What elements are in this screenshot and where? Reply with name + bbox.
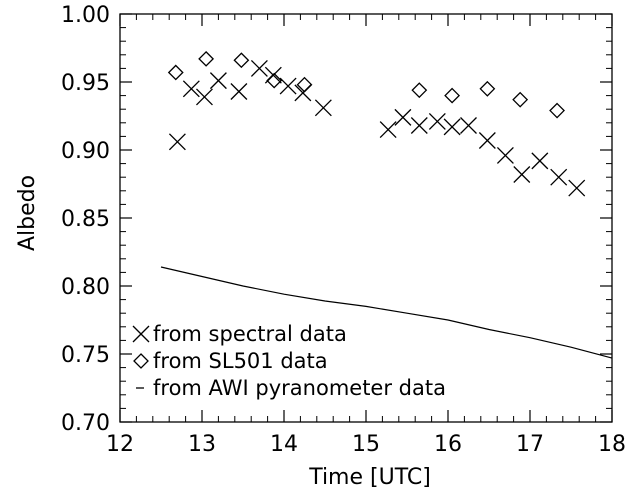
sl501-data-point <box>512 91 529 108</box>
y-tick-label: 0.85 <box>61 207 110 232</box>
y-tick-label: 0.80 <box>61 275 110 300</box>
spectral-data-point <box>279 77 297 95</box>
y-tick-label: 1.00 <box>61 3 110 28</box>
legend-label: from SL501 data <box>153 349 328 373</box>
x-marker-stroke <box>550 168 568 186</box>
spectral-data-point <box>531 152 549 170</box>
x-marker-stroke <box>379 121 397 139</box>
x-marker-stroke <box>478 132 496 149</box>
sl501-data-point <box>296 76 313 93</box>
x-tick-label: 16 <box>434 432 462 457</box>
x-tick-label: 18 <box>598 432 626 457</box>
series-layer <box>160 50 613 359</box>
x-marker-stroke <box>196 88 213 106</box>
spectral-data-point <box>209 72 227 90</box>
spectral-data-point <box>379 121 397 139</box>
spectral-data-point <box>314 99 332 117</box>
x-marker-stroke <box>460 117 477 134</box>
spectral-data-point <box>568 179 586 197</box>
sl501-data-point <box>411 82 428 99</box>
sl501-data-point <box>198 50 215 67</box>
x-tick-label: 12 <box>106 432 134 457</box>
y-tick-label: 0.95 <box>61 71 110 96</box>
x-tick-label: 15 <box>352 432 380 457</box>
spectral-data-point <box>410 117 428 134</box>
x-marker-stroke <box>132 325 150 343</box>
x-marker-stroke <box>513 166 531 183</box>
x-tick-label: 14 <box>270 432 298 457</box>
spectral-data-point <box>168 133 186 151</box>
spectral-data-point <box>182 80 200 98</box>
x-axis-label: Time [UTC] <box>308 465 431 490</box>
x-tick-label: 17 <box>516 432 544 457</box>
spectral-data-point <box>196 88 213 106</box>
sl501-data-point <box>444 87 461 104</box>
spectral-data-point <box>478 132 496 149</box>
x-marker-stroke <box>230 83 248 100</box>
spectral-data-point <box>550 168 568 186</box>
x-marker-stroke <box>443 118 461 136</box>
spectral-data-point <box>443 118 461 136</box>
x-marker-stroke <box>168 133 186 151</box>
x-tick-label: 13 <box>188 432 216 457</box>
y-tick-label: 0.70 <box>61 411 110 436</box>
awi-pyranometer-line <box>160 266 613 359</box>
spectral-data-point <box>394 108 412 126</box>
x-marker-stroke <box>182 80 200 98</box>
x-marker-stroke <box>531 152 549 170</box>
x-marker-stroke <box>410 117 428 134</box>
x-marker-stroke <box>314 99 332 117</box>
x-marker-stroke <box>250 59 268 77</box>
legend-label: from AWI pyranometer data <box>153 376 446 400</box>
x-marker-stroke <box>428 112 446 130</box>
x-marker-stroke <box>394 108 412 126</box>
x-marker-stroke <box>209 72 227 90</box>
y-tick-label: 0.75 <box>61 343 110 368</box>
sl501-data-point <box>233 52 250 69</box>
sl501-data-point <box>167 64 184 81</box>
y-tick-label: 0.90 <box>61 139 110 164</box>
y-axis-label: Albedo <box>15 175 40 251</box>
legend-x-marker <box>132 325 150 343</box>
legend-label: from spectral data <box>153 322 347 346</box>
spectral-data-point <box>428 112 446 130</box>
spectral-data-point <box>496 146 514 164</box>
sl501-data-point <box>266 72 283 89</box>
legend: from spectral data from SL501 data from AW… <box>132 322 446 400</box>
legend-diamond-marker <box>133 353 149 369</box>
spectral-data-point <box>460 117 477 134</box>
x-marker-stroke <box>279 77 297 95</box>
sl501-data-point <box>549 102 565 119</box>
x-marker-stroke <box>568 179 586 197</box>
spectral-data-point <box>230 83 248 100</box>
x-marker-stroke <box>496 146 514 164</box>
axes-layer: 12 13 14 15 16 17 18 0.70 0.75 0.80 0.85 0.90 0.95 1.… <box>61 3 626 457</box>
spectral-data-point <box>250 59 268 77</box>
spectral-data-point <box>513 166 531 183</box>
sl501-data-point <box>479 80 496 97</box>
